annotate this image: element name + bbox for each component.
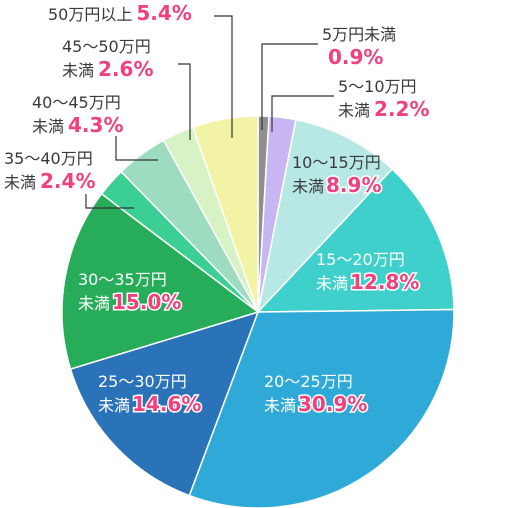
slice-7-wedge xyxy=(61,192,260,370)
slice-2-value: 2.2% xyxy=(374,97,429,121)
slice-2-leader xyxy=(271,95,334,132)
slice-6-wedge xyxy=(69,310,260,497)
pie-slices xyxy=(61,115,455,508)
slice-5-label-line2: 未満 30.9% xyxy=(264,392,367,416)
slice-11-leader xyxy=(214,15,233,138)
slice-7-label-line2: 未満 15.0% xyxy=(78,290,181,314)
slice-6-value: 14.6% xyxy=(132,392,201,416)
slice-7-label: 30〜35万円 xyxy=(78,270,167,289)
slice-2-label-line2: 未満 2.2% xyxy=(338,97,429,121)
slice-9-leader xyxy=(115,136,158,161)
slice-10-label: 45〜50万円 xyxy=(62,37,151,56)
slice-10-value: 2.6% xyxy=(98,57,153,81)
slice-11-wedge xyxy=(191,115,259,313)
slice-2-label: 5〜10万円 xyxy=(338,77,417,96)
slice-4-label-line2: 未満 12.8% xyxy=(316,270,419,294)
slice-9-label: 40〜45万円 xyxy=(32,93,121,112)
slice-3-wedge xyxy=(256,118,394,315)
slice-6-label-line2: 未満 14.6% xyxy=(98,392,201,416)
slice-8-label-line2: 未満 2.4% xyxy=(4,169,95,193)
slice-3-value: 8.9% xyxy=(326,173,381,197)
slice-11-value: 5.4% xyxy=(136,1,191,25)
slice-9-value: 4.3% xyxy=(68,113,123,137)
slice-11-label: 50万円以上 5.4% xyxy=(48,1,192,25)
slice-5-label: 20〜25万円 xyxy=(264,372,353,391)
slice-8-leader xyxy=(85,194,134,209)
leader-lines xyxy=(85,15,334,209)
slice-1-leader xyxy=(261,43,318,130)
slice-10-leader xyxy=(178,63,191,140)
slice-5-value: 30.9% xyxy=(298,392,367,416)
slice-10-label-line2: 未満 2.6% xyxy=(62,57,153,81)
slice-6-label: 25〜30万円 xyxy=(98,372,187,391)
slice-4-wedge xyxy=(256,168,455,313)
slice-9-label-line2: 未満 4.3% xyxy=(32,113,123,137)
slice-1-value: 0.9% xyxy=(328,45,383,69)
slice-8-label: 35〜40万円 xyxy=(4,149,93,168)
slice-1-label: 5万円未満 xyxy=(322,25,396,44)
slice-4-value: 12.8% xyxy=(350,270,419,294)
slice-3-label-line2: 未満 8.9% xyxy=(292,173,381,197)
slice-5-wedge xyxy=(188,308,455,508)
slice-3-label: 10〜15万円 xyxy=(292,153,381,172)
slice-7-value: 15.0% xyxy=(112,290,181,314)
slice-4-label: 15〜20万円 xyxy=(316,250,405,269)
slice-8-value: 2.4% xyxy=(40,169,95,193)
